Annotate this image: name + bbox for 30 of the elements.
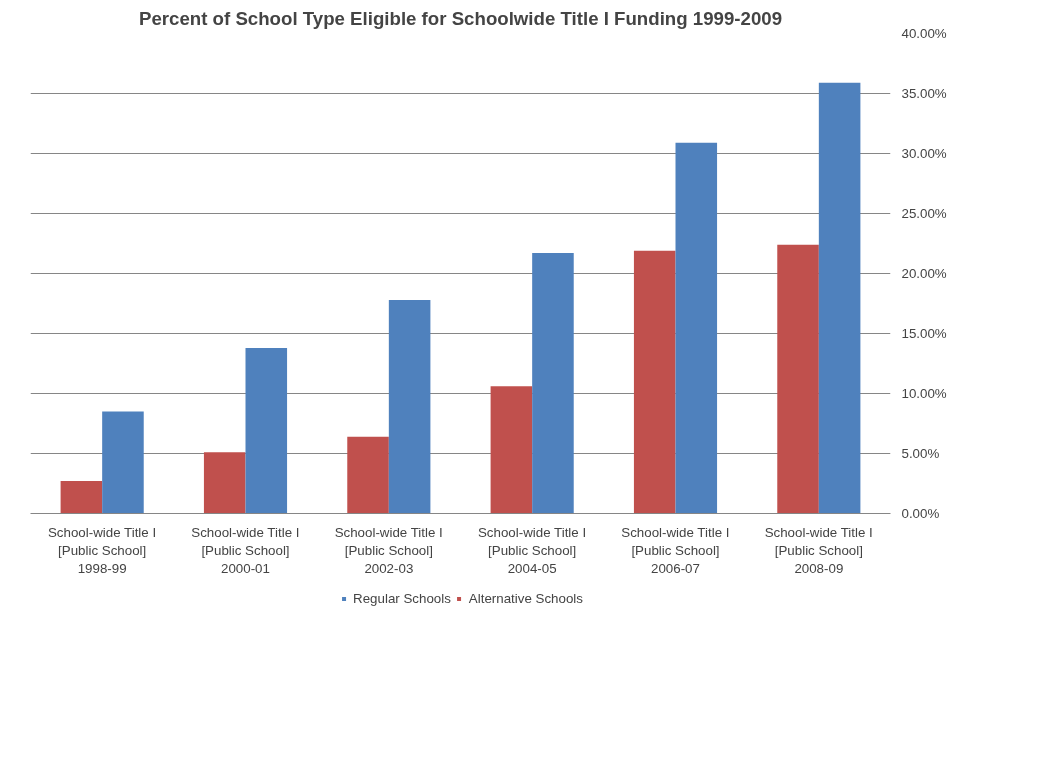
- bar: [777, 244, 819, 514]
- bar: [203, 452, 246, 514]
- bar: [347, 436, 389, 514]
- bar: [102, 411, 144, 514]
- bar: [388, 299, 431, 514]
- bar: [490, 386, 533, 514]
- bar: [245, 347, 288, 514]
- x-tick-label: School-wide Title I [Public School] 2002-03: [334, 524, 443, 576]
- bar: [60, 481, 103, 514]
- y-tick-label: 25.00%: [901, 206, 947, 221]
- y-tick-label: 5.00%: [901, 446, 940, 461]
- x-tick-label: School-wide Title I [Public School] 2008-09: [764, 524, 873, 576]
- bar: [532, 253, 574, 514]
- y-tick-label: 40.00%: [901, 26, 947, 41]
- x-tick-label: School-wide Title I [Public School] 1998-99: [47, 524, 157, 576]
- chart-title: Percent of School Type Eligible for Schoolwide Title I Funding 1999-2009: [138, 7, 783, 29]
- x-tick-label: School-wide Title I [Public School] 2000-01: [191, 524, 300, 576]
- y-tick-label: 35.00%: [901, 86, 947, 101]
- legend-label: Regular Schools: [353, 590, 451, 606]
- y-tick-label: 20.00%: [901, 266, 947, 281]
- y-tick-label: 0.00%: [901, 506, 940, 521]
- y-tick-label: 10.00%: [901, 386, 947, 401]
- y-tick-label: 30.00%: [901, 146, 947, 161]
- x-tick-label: School-wide Title I [Public School] 2004-05: [477, 524, 587, 576]
- x-tick-label: School-wide Title I [Public School] 2006-07: [621, 524, 730, 576]
- bar: [675, 142, 718, 514]
- y-tick-label: 15.00%: [901, 326, 947, 341]
- bar: [818, 82, 861, 514]
- legend-label: Alternative Schools: [468, 590, 583, 606]
- bar: [633, 250, 676, 514]
